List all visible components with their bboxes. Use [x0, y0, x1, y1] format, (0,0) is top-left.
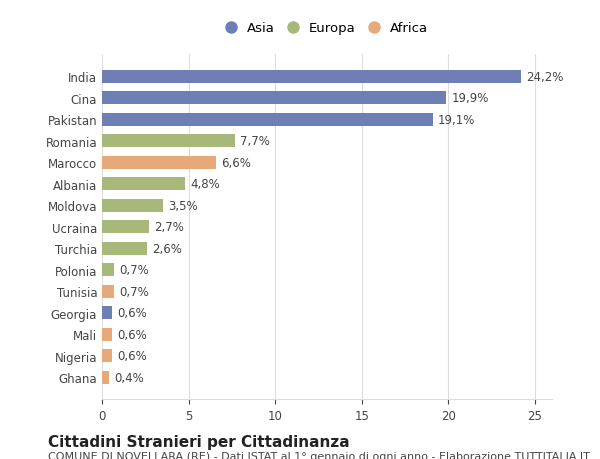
Bar	[102, 285, 114, 298]
Bar	[102, 307, 112, 319]
Bar	[102, 157, 216, 169]
Text: 0,7%: 0,7%	[119, 285, 149, 298]
Bar	[102, 371, 109, 384]
Text: COMUNE DI NOVELLARA (RE) - Dati ISTAT al 1° gennaio di ogni anno - Elaborazione : COMUNE DI NOVELLARA (RE) - Dati ISTAT al…	[48, 451, 590, 459]
Text: 4,8%: 4,8%	[190, 178, 220, 191]
Bar	[102, 199, 163, 212]
Bar	[102, 263, 114, 276]
Text: 0,4%: 0,4%	[114, 371, 144, 384]
Bar	[102, 71, 521, 84]
Text: 0,6%: 0,6%	[118, 307, 148, 319]
Text: 0,7%: 0,7%	[119, 263, 149, 277]
Text: 0,6%: 0,6%	[118, 328, 148, 341]
Bar	[102, 242, 147, 255]
Bar	[102, 178, 185, 191]
Text: 19,9%: 19,9%	[452, 92, 489, 105]
Text: Cittadini Stranieri per Cittadinanza: Cittadini Stranieri per Cittadinanza	[48, 434, 350, 449]
Text: 24,2%: 24,2%	[526, 71, 563, 84]
Text: 2,7%: 2,7%	[154, 221, 184, 234]
Legend: Asia, Europa, Africa: Asia, Europa, Africa	[220, 17, 434, 40]
Bar	[102, 92, 446, 105]
Text: 2,6%: 2,6%	[152, 242, 182, 255]
Text: 6,6%: 6,6%	[221, 157, 251, 169]
Text: 0,6%: 0,6%	[118, 349, 148, 362]
Text: 7,7%: 7,7%	[241, 135, 271, 148]
Bar	[102, 349, 112, 362]
Text: 19,1%: 19,1%	[438, 113, 475, 127]
Bar	[102, 135, 235, 148]
Bar	[102, 113, 433, 127]
Bar	[102, 221, 149, 234]
Bar	[102, 328, 112, 341]
Text: 3,5%: 3,5%	[168, 199, 197, 212]
